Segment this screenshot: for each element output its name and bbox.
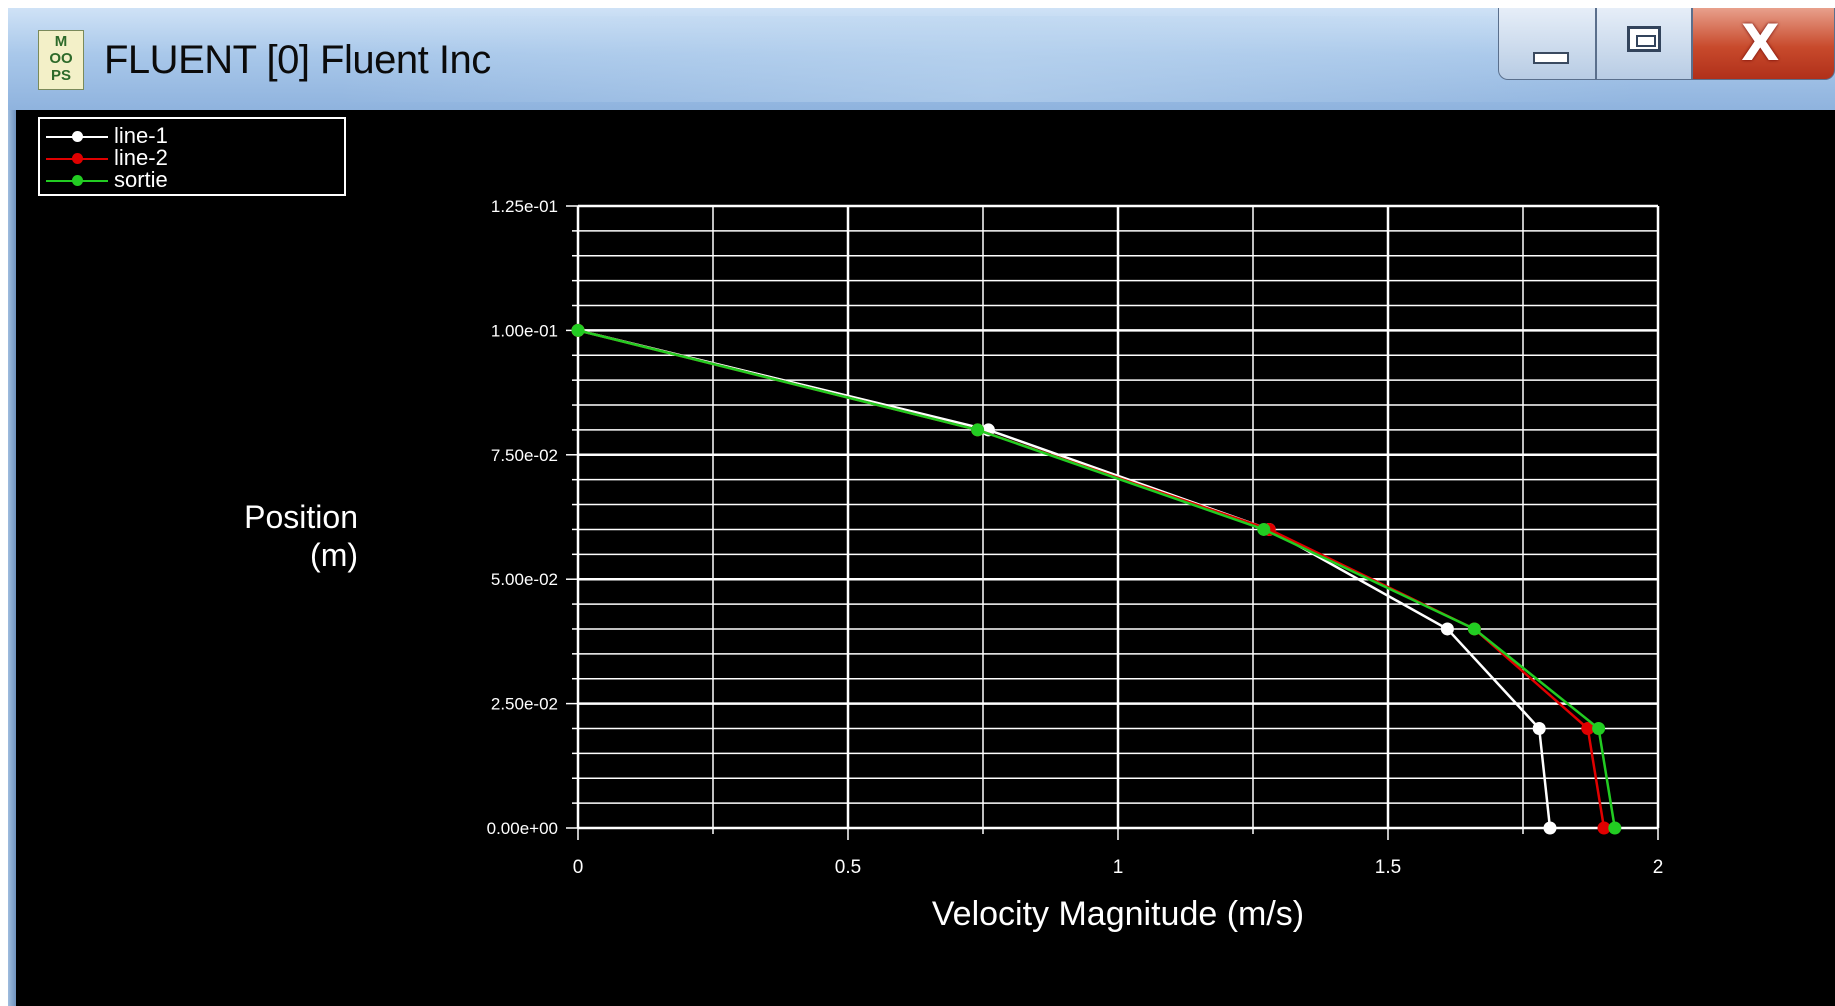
chart-legend: line-1 line-2 sortie (38, 117, 346, 196)
axis-labels: 0.00e+00 2.50e-02 5.00e-02 7.50e-02 1.00e-01… (244, 197, 1663, 933)
x-axis-title: Velocity Magnitude (m/s) (932, 895, 1304, 933)
data-point-line-1 (1532, 721, 1546, 735)
x-tick-label: 0.5 (835, 857, 861, 878)
y-axis-title: (m) (310, 537, 358, 573)
axis-ticks (566, 205, 1659, 840)
y-tick-label: 1.25e-01 (491, 197, 558, 216)
fluent-window: M OO PS FLUENT [0] Fluent Inc X (8, 8, 1835, 1006)
data-point-line-2 (1581, 721, 1595, 735)
minimize-icon (1533, 52, 1569, 64)
data-point-sortie (1608, 821, 1622, 835)
window-left-frame (8, 110, 16, 1006)
series-line-line-1 (577, 329, 1552, 829)
y-tick-label: 0.00e+00 (487, 819, 558, 838)
x-tick-label: 0 (573, 857, 584, 878)
data-point-sortie (1257, 522, 1271, 536)
data-point-line-1 (1440, 622, 1454, 636)
data-point-sortie (1592, 721, 1606, 735)
series-line-sortie (577, 329, 1617, 829)
fluent-app-icon[interactable]: M OO PS (38, 30, 84, 90)
close-button[interactable]: X (1692, 8, 1835, 80)
y-tick-label: 7.50e-02 (491, 446, 558, 465)
legend-marker-line-2 (72, 153, 83, 164)
legend-item-line-1: line-1 (46, 125, 336, 147)
legend-label-line-1: line-1 (114, 123, 168, 148)
x-tick-label: 2 (1653, 857, 1664, 878)
y-tick-label: 5.00e-02 (491, 570, 558, 589)
window-title: FLUENT [0] Fluent Inc (104, 38, 491, 82)
data-point-line-1 (1543, 821, 1557, 835)
data-point-sortie (971, 423, 985, 437)
data-point-line-2 (1597, 821, 1611, 835)
x-tick-label: 1.5 (1375, 857, 1401, 878)
icon-text-1: M (54, 33, 68, 50)
icon-text-3: PS (50, 67, 71, 84)
maximize-button[interactable] (1596, 8, 1692, 80)
icon-text-2: OO (49, 50, 73, 67)
legend-marker-line-1 (72, 131, 83, 142)
legend-item-sortie: sortie (46, 169, 336, 191)
title-bar-glass (338, 16, 1638, 102)
x-tick-label: 1 (1113, 857, 1124, 878)
y-tick-label: 1.00e-01 (491, 321, 558, 340)
title-bar[interactable]: M OO PS FLUENT [0] Fluent Inc X (8, 8, 1835, 110)
legend-item-line-2: line-2 (46, 147, 336, 169)
maximize-icon (1627, 26, 1661, 52)
data-point-sortie (1467, 622, 1481, 636)
minimize-button[interactable] (1498, 8, 1596, 80)
series-group (571, 323, 1622, 835)
legend-label-line-2: line-2 (114, 145, 168, 170)
close-icon: X (1741, 14, 1780, 72)
y-tick-label: 2.50e-02 (491, 695, 558, 714)
data-point-sortie (571, 323, 585, 337)
plot-grid (576, 204, 1660, 830)
legend-marker-sortie (72, 175, 83, 186)
legend-label-sortie: sortie (114, 167, 168, 192)
y-axis-title: Position (244, 499, 358, 535)
